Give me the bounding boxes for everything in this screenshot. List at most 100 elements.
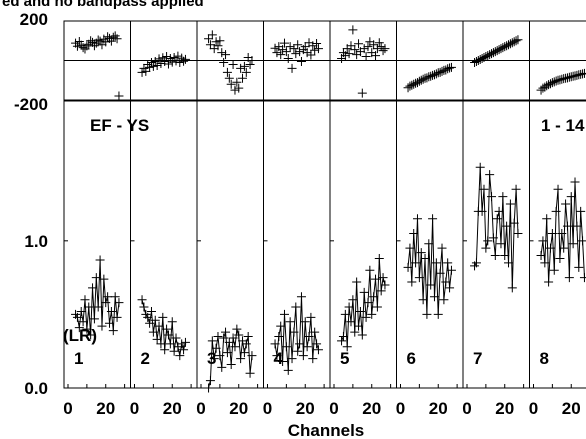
amplitude-point [544,277,554,287]
amplitude-point [106,306,116,316]
phase-point [180,54,190,64]
phase-point [443,64,453,74]
amplitude-point [287,354,297,364]
phase-point [418,74,428,84]
x-tick-label: 0 [196,399,205,418]
amplitude-point [409,228,419,238]
y-tick-phase-max: 200 [20,10,48,29]
phase-point [380,44,390,54]
phase-point [414,76,424,86]
amplitude-point [274,331,284,341]
stokes-label: (LR) [63,326,97,345]
amplitude-point [97,321,107,331]
amplitude-point [412,214,422,224]
phase-point [428,70,438,80]
panel-number: 4 [274,349,284,368]
amplitude-point [245,368,255,378]
amplitude-point [86,330,96,340]
amplitude-point [175,351,185,361]
amplitude-panel-frame [196,100,264,389]
x-tick-label: 0 [462,399,471,418]
phase-point [230,85,240,95]
amplitude-line [75,259,120,336]
amplitude-point [500,251,510,261]
x-tick-label: 0 [396,399,405,418]
phase-point [538,83,548,93]
amplitude-point [93,302,103,312]
phase-point [108,32,118,42]
phase-point [165,54,175,64]
phase-point [490,47,500,57]
phase-point [551,76,561,86]
amplitude-point [551,206,561,216]
phase-point [145,62,155,72]
phase-point [211,37,221,47]
amplitude-point [511,184,521,194]
amplitude-point [180,337,190,347]
amplitude-point [156,339,166,349]
amplitude-point [540,258,550,268]
phase-point [112,34,122,44]
amplitude-point [143,312,153,322]
amplitude-point [145,318,155,328]
phase-point [78,43,88,53]
amplitude-point [344,302,354,312]
phase-point [306,50,316,60]
phase-point [245,59,255,69]
amplitude-point [230,342,240,352]
phase-point [221,50,231,60]
panel-6: 6 0 20 [396,20,464,418]
phase-point [72,41,82,51]
phase-point [509,37,519,47]
phase-point [238,73,248,83]
amplitude-point [428,214,438,224]
panel-4: 4 0 20 [263,20,331,418]
amplitude-panel-frame [130,100,198,389]
phase-point [296,56,306,66]
amplitude-point [357,330,367,340]
phase-point [487,49,497,59]
phase-point [488,48,498,58]
amplitude-point [576,206,586,216]
amplitude-point [222,348,232,358]
phase-point [281,47,291,57]
amplitude-point [272,351,282,361]
amplitude-point [72,312,82,322]
phase-point [378,46,388,56]
phase-point [137,67,147,77]
amplitude-point [374,253,384,263]
phase-point [283,54,293,64]
phase-point [162,52,172,62]
amplitude-point [477,206,487,216]
amplitude-point [152,334,162,344]
amplitude-point [82,324,92,334]
phase-point [241,67,251,77]
amplitude-point [89,314,99,324]
x-tick-label: 0 [130,399,139,418]
panel-2: 20 20 [130,20,198,418]
amplitude-point [211,343,221,353]
amplitude-point [80,295,90,305]
phase-point [372,44,382,54]
amplitude-point [207,336,217,346]
amplitude-point [221,327,231,337]
phase-point [234,83,244,93]
amplitude-point [479,184,489,194]
phase-point [437,66,447,76]
y-axis-labels: 200 -200 1.0 0.0 [14,10,48,398]
x-tick-label: 0 [63,399,72,418]
amplitude-point [352,277,362,287]
phase-point [247,56,257,65]
amplitude-point [424,239,434,249]
amplitude-point [179,345,189,355]
panel-3: 3 0 20 [196,20,264,418]
x-tick-label: 20 [562,399,581,418]
amplitude-point [494,206,504,216]
phase-point [441,65,451,75]
phase-point [507,38,517,48]
amplitude-point [566,192,576,202]
phase-point [236,63,246,73]
amplitude-point [158,312,168,322]
amplitude-point [103,292,113,302]
